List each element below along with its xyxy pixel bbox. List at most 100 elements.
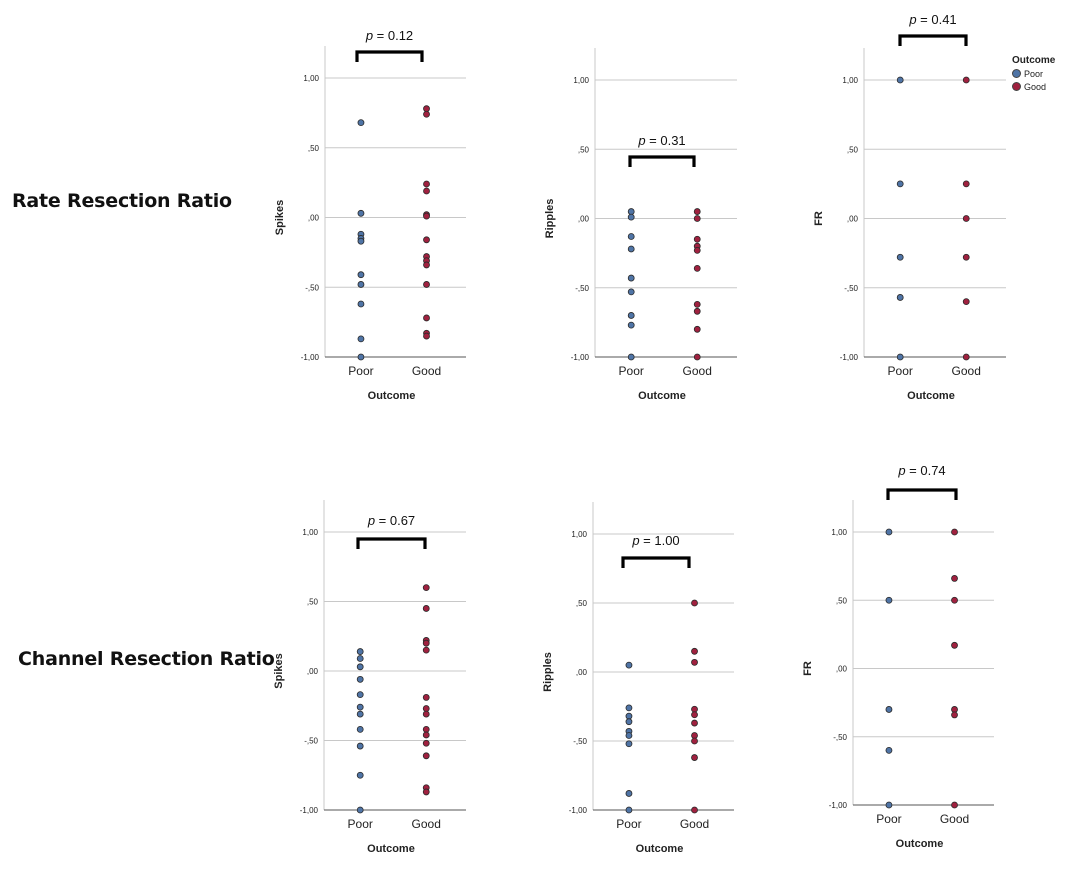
y-tick-label: -1,00 [571, 353, 590, 362]
y-tick-label: -,50 [304, 737, 318, 746]
y-tick-label: -,50 [305, 283, 319, 292]
y-tick-label: -,50 [575, 284, 589, 293]
data-point-good [423, 332, 430, 340]
data-point-poor [625, 661, 633, 669]
y-axis-title: FR [813, 211, 825, 226]
data-point-poor [896, 294, 904, 301]
y-axis-title: Spikes [273, 653, 285, 688]
data-point-poor [625, 704, 633, 712]
data-point-poor [356, 663, 364, 671]
p-symbol: p [365, 28, 373, 43]
data-point-poor [356, 703, 364, 711]
data-point-poor [625, 718, 633, 726]
data-point-poor [356, 771, 364, 779]
y-tick-label: 1,00 [842, 76, 858, 85]
p-value-label: p = 0.31 [637, 133, 685, 148]
y-tick-label: ,50 [576, 599, 588, 608]
data-point-good [422, 639, 430, 647]
data-point-poor [885, 596, 893, 604]
legend-item-poor: Poor [1012, 67, 1055, 80]
row-label-channel-resection-ratio: Channel Resection Ratio [18, 648, 275, 670]
data-point-good [693, 353, 701, 361]
data-point-good [962, 76, 970, 84]
y-tick-label: -,50 [844, 284, 858, 293]
data-point-good [423, 110, 430, 118]
chart-panel-6: 1,00 ,50 ,00 -,50 -1,00 Poor Good Outcome FR p = … [802, 463, 994, 850]
legend: Outcome Poor Good [1012, 55, 1055, 93]
data-point-good [693, 215, 701, 222]
y-tick-label: -1,00 [569, 806, 588, 815]
data-point-poor [896, 253, 904, 261]
data-point-good [422, 605, 430, 612]
p-symbol: p [637, 133, 645, 148]
data-point-poor [885, 528, 893, 536]
x-tick-label-good: Good [412, 364, 441, 378]
p-value-label: p = 0.12 [365, 28, 413, 43]
data-point-good [962, 298, 970, 306]
data-point-good [423, 261, 430, 269]
data-point-poor [357, 237, 365, 245]
x-tick-label-good: Good [940, 812, 969, 826]
row-label-rate-resection-ratio: Rate Resection Ratio [12, 190, 232, 212]
x-axis-title: Outcome [907, 390, 955, 402]
data-point-poor [357, 271, 365, 279]
x-tick-label-poor: Poor [619, 364, 644, 378]
legend-title: Outcome [1012, 55, 1056, 66]
p-value: = 0.67 [375, 513, 415, 528]
data-point-good [691, 647, 698, 655]
data-point-good [693, 235, 701, 243]
data-point-poor [627, 353, 635, 361]
data-point-poor [356, 725, 364, 733]
data-point-poor [356, 806, 364, 814]
x-axis-title: Outcome [636, 843, 684, 855]
x-tick-label-good: Good [952, 364, 981, 378]
p-symbol: p [908, 12, 916, 27]
data-point-good [691, 599, 698, 607]
data-point-good [423, 212, 430, 220]
y-tick-label: -,50 [833, 733, 847, 742]
p-symbol: p [631, 533, 639, 548]
data-point-poor [625, 790, 633, 797]
y-tick-label: -1,00 [840, 353, 859, 362]
data-point-poor [627, 321, 635, 329]
data-point-poor [885, 801, 893, 809]
data-point-good [423, 187, 430, 195]
p-value-label: p = 0.74 [897, 463, 945, 478]
data-point-good [691, 719, 698, 727]
significance-bracket [621, 556, 691, 568]
data-point-poor [357, 119, 365, 127]
p-value: = 0.12 [373, 28, 413, 43]
significance-bracket [355, 50, 424, 62]
y-tick-label: -1,00 [301, 353, 320, 362]
data-point-good [422, 710, 430, 718]
y-tick-label: ,50 [308, 144, 320, 153]
data-point-good [691, 711, 698, 719]
y-tick-label: 1,00 [303, 74, 319, 83]
data-point-good [693, 300, 701, 308]
data-point-good [422, 739, 430, 747]
x-axis-title: Outcome [896, 838, 944, 850]
data-point-good [423, 281, 430, 288]
data-point-good [422, 788, 430, 796]
y-tick-label: 1,00 [573, 76, 589, 85]
data-point-poor [357, 335, 365, 343]
data-point-good [951, 711, 958, 719]
y-tick-label: ,00 [307, 667, 319, 676]
legend-label-good: Good [1024, 81, 1047, 92]
data-point-good [422, 694, 430, 701]
data-point-good [951, 641, 958, 649]
data-point-good [951, 528, 958, 536]
data-point-good [423, 236, 430, 244]
data-point-good [422, 725, 430, 733]
data-point-poor [356, 655, 364, 662]
data-point-poor [625, 740, 633, 748]
data-point-good [962, 180, 970, 188]
data-point-poor [627, 208, 635, 215]
chart-panel-3: 1,00 ,50 ,00 -,50 -1,00 Poor Good Outcome FR p = … [813, 12, 1006, 402]
data-point-good [693, 246, 701, 254]
y-axis-title: Spikes [274, 200, 286, 235]
x-tick-label-good: Good [412, 817, 441, 831]
y-tick-label: ,00 [578, 215, 590, 224]
data-point-poor [357, 300, 365, 308]
